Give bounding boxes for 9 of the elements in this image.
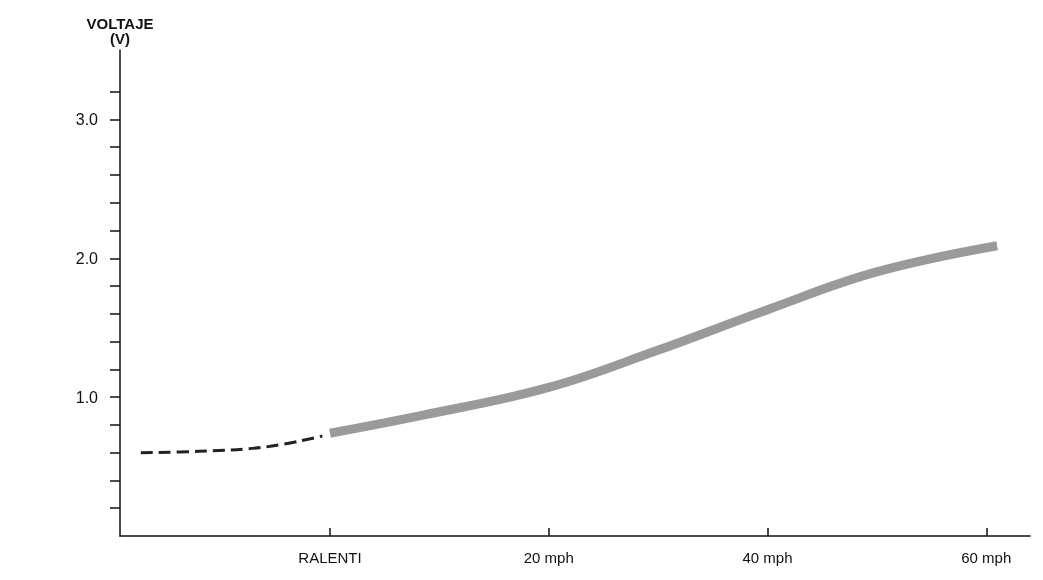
y-tick-label: 2.0 <box>75 249 99 267</box>
y-axis-title: VOLTAJE (V) <box>86 15 154 47</box>
x-tick-label: 20 mph <box>523 549 574 566</box>
x-tick-label: RALENTI <box>298 549 362 566</box>
y-tick-label: 1.0 <box>75 388 99 406</box>
y-tick-label: 3.0 <box>75 110 99 128</box>
x-tick-label: 40 mph <box>742 549 793 566</box>
x-tick-label: 60 mph <box>961 549 1012 566</box>
line-series <box>139 434 324 455</box>
